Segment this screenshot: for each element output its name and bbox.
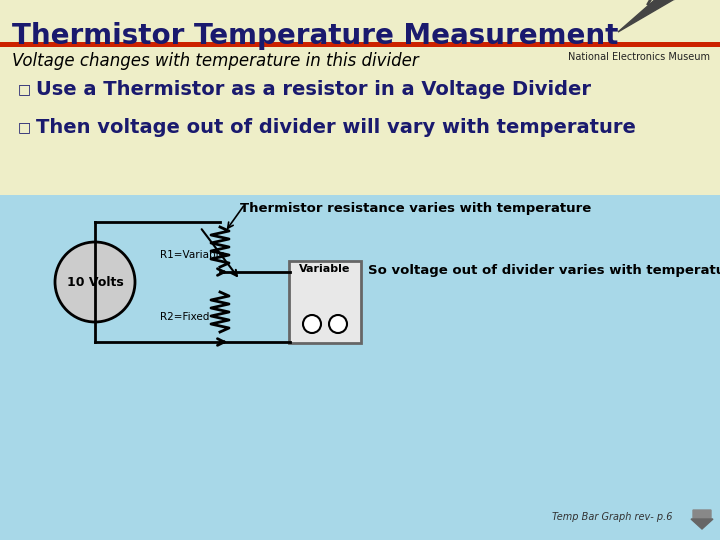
Text: Thermistor resistance varies with temperature: Thermistor resistance varies with temper… bbox=[240, 202, 591, 215]
Text: Temp Bar Graph rev- p.6: Temp Bar Graph rev- p.6 bbox=[552, 512, 672, 522]
Circle shape bbox=[55, 242, 135, 322]
Polygon shape bbox=[691, 519, 713, 529]
Bar bbox=[0, 0, 720, 195]
Text: So voltage out of divider varies with temperature: So voltage out of divider varies with te… bbox=[368, 264, 720, 277]
Text: R1=Variable: R1=Variable bbox=[160, 250, 225, 260]
Text: R2=Fixed: R2=Fixed bbox=[160, 312, 210, 322]
Circle shape bbox=[303, 315, 321, 333]
Text: □: □ bbox=[18, 82, 31, 96]
Circle shape bbox=[329, 315, 347, 333]
Text: □: □ bbox=[18, 120, 31, 134]
Text: Use a Thermistor as a resistor in a Voltage Divider: Use a Thermistor as a resistor in a Volt… bbox=[36, 80, 591, 99]
Polygon shape bbox=[693, 510, 711, 527]
FancyBboxPatch shape bbox=[289, 261, 361, 343]
Text: Then voltage out of divider will vary with temperature: Then voltage out of divider will vary wi… bbox=[36, 118, 636, 137]
Bar bbox=[0, 42, 720, 47]
Text: Voltage changes with temperature in this divider: Voltage changes with temperature in this… bbox=[12, 52, 419, 70]
Text: Thermistor Temperature Measurement: Thermistor Temperature Measurement bbox=[12, 22, 618, 50]
Polygon shape bbox=[618, 0, 678, 32]
Text: 10 Volts: 10 Volts bbox=[67, 275, 123, 288]
Text: National Electronics Museum: National Electronics Museum bbox=[568, 52, 710, 62]
Text: Variable: Variable bbox=[300, 264, 351, 274]
